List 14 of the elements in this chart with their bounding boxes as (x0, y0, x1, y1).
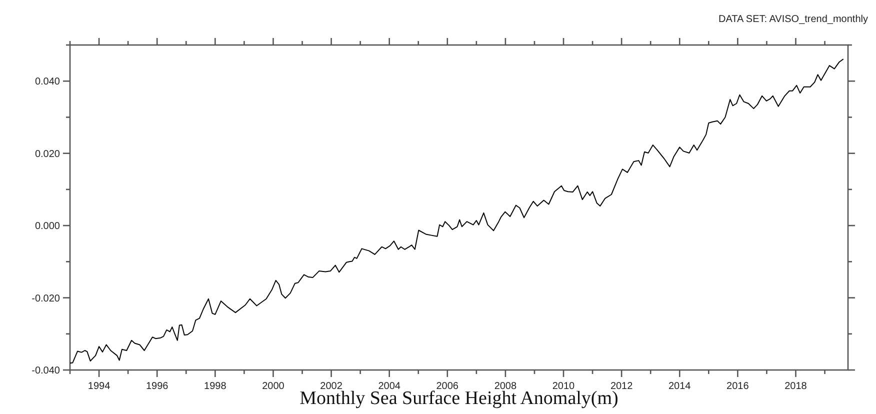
y-tick-label: 0.040 (34, 76, 60, 88)
y-tick-label: -0.020 (32, 293, 60, 304)
text: DATA SET: AVISO_trend_monthly (718, 14, 868, 25)
line-series (70, 58, 844, 364)
x-tick-label: 2018 (784, 381, 808, 392)
y-tick-label: 0.000 (34, 221, 60, 232)
x-tick-label: 1996 (146, 381, 169, 392)
x-tick-label: 2014 (668, 381, 692, 392)
x-tick-label: 2016 (726, 381, 750, 392)
y-tick-label: 0.020 (34, 148, 60, 160)
x-tick-label: 1994 (88, 381, 111, 392)
x-tick-label: 2000 (262, 381, 285, 392)
y-tick-label: -0.040 (32, 366, 60, 376)
x-tick-label: 1998 (204, 381, 227, 392)
